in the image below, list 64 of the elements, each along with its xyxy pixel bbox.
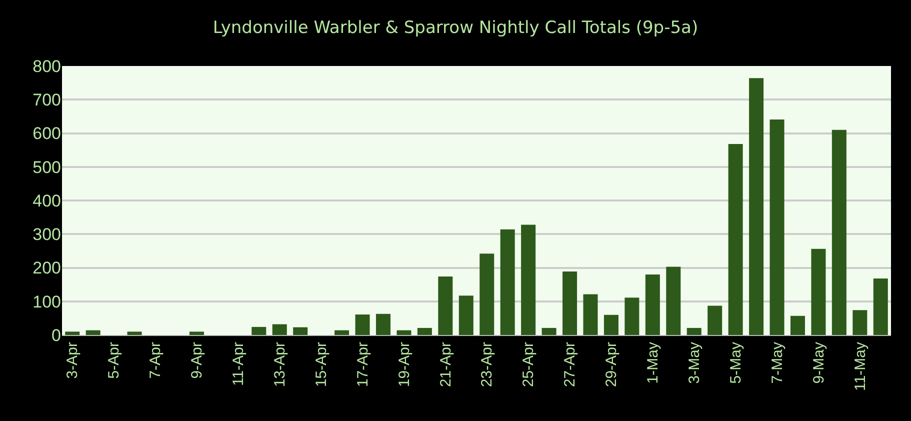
bar [355,314,370,335]
y-tick-label: 800 [32,56,61,76]
bar [542,328,556,335]
y-tick-label: 600 [32,124,61,144]
x-tick-label: 15-Apr [312,342,330,388]
bar [86,330,100,335]
bar [811,248,826,335]
bar [604,314,618,335]
bar [521,224,536,335]
bar [293,327,308,335]
x-tick-label: 5-May [727,342,744,384]
bar [376,314,390,335]
bar [708,306,722,335]
bar [624,298,640,335]
y-tick-label: 500 [32,158,61,177]
bar [770,119,784,335]
bar [417,328,432,335]
x-tick-label: 7-May [768,342,786,384]
bar [480,254,494,335]
x-tick-label: 19-Apr [396,342,413,388]
x-tick-label: 17-Apr [354,342,372,388]
bar [583,294,598,335]
y-tick-label: 100 [32,292,61,312]
y-tick-label: 700 [32,90,61,110]
x-tick-label: 21-Apr [437,342,454,388]
bar [396,330,412,335]
bar [749,78,764,335]
bar [873,278,888,335]
chart-title: Lyndonville Warbler & Sparrow Nightly Call Totals (9p-5a) [212,18,698,38]
bar [790,316,805,335]
bar [832,130,846,335]
x-tick-label: 25-Apr [520,342,538,388]
x-tick-label: 1-May [644,342,662,384]
x-tick-label: 13-Apr [271,342,288,388]
bar [562,271,578,335]
x-tick-label: 11-Apr [230,342,248,386]
bar [334,330,350,335]
bar [127,332,142,335]
x-tick-label: 5-Apr [106,342,123,379]
y-tick-label: 400 [32,191,61,210]
bar [438,276,453,335]
bar [852,310,868,335]
x-tick-label: 3-Apr [64,342,82,379]
x-tick-label: 7-Apr [147,342,164,379]
x-tick-label: 29-Apr [603,342,620,388]
x-tick-label: 9-May [810,342,828,384]
x-tick-label: 9-Apr [188,342,206,379]
y-tick-label: 0 [52,326,61,345]
x-tick-label: 3-May [686,342,703,384]
bar [189,332,204,335]
bar [272,324,287,335]
bar [728,144,743,335]
bar [252,326,266,335]
x-tick-label: 23-Apr [478,342,496,388]
y-tick-label: 300 [32,225,61,244]
bar [645,274,660,335]
x-tick-label: 11-May [852,342,869,391]
bar [500,229,515,335]
bar [666,266,681,335]
x-tick-label: 27-Apr [562,342,579,388]
y-tick-label: 200 [32,258,61,278]
bar [65,332,80,335]
bar [686,328,702,335]
bar [458,296,474,335]
